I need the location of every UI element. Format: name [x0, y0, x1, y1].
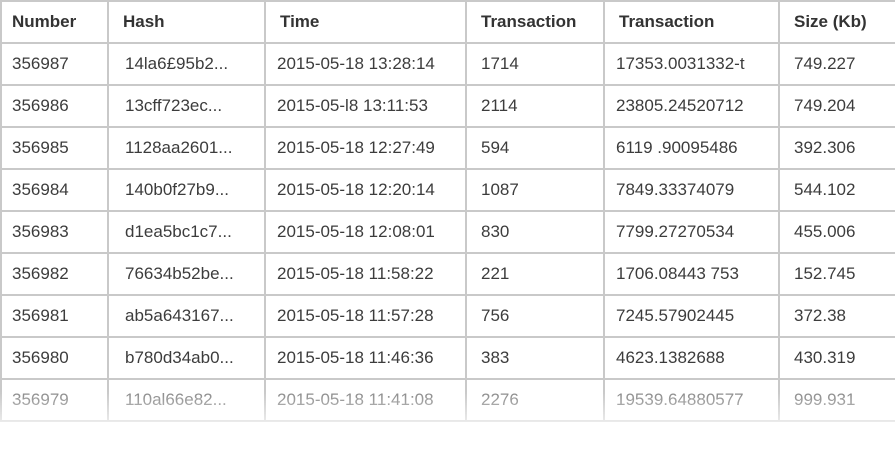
cell-number: 356980	[0, 336, 109, 380]
cell-hash[interactable]: 13cff723ec...	[107, 84, 266, 128]
cell-time: 2015-05-18 12:20:14	[264, 168, 467, 212]
cell-transaction-count: 383	[465, 336, 605, 380]
cell-transaction-count: 1714	[465, 42, 605, 86]
cell-transaction-volume: 7849.33374079	[603, 168, 780, 212]
cell-transaction-volume: 7799.27270534	[603, 210, 780, 254]
cell-transaction-volume: 6119 .90095486	[603, 126, 780, 170]
cell-size: 455.006	[778, 210, 895, 254]
table-row[interactable]: 356985 1128aa2601... 2015-05-18 12:27:49…	[0, 126, 895, 170]
cell-number: 356984	[0, 168, 109, 212]
column-header-transaction-count[interactable]: Transaction	[465, 0, 605, 44]
cell-size: 999.931	[778, 378, 895, 422]
header-row: Number Hash Time Transaction Transaction…	[0, 0, 895, 44]
cell-number: 356979	[0, 378, 109, 422]
table-row[interactable]: 356980 b780d34ab0... 2015-05-18 11:46:36…	[0, 336, 895, 380]
cell-transaction-count: 594	[465, 126, 605, 170]
cell-size: 152.745	[778, 252, 895, 296]
cell-size: 372.38	[778, 294, 895, 338]
cell-time: 2015-05-18 11:57:28	[264, 294, 467, 338]
cell-size: 430.319	[778, 336, 895, 380]
cell-transaction-count: 2114	[465, 84, 605, 128]
cell-time: 2015-05-18 11:46:36	[264, 336, 467, 380]
table-header: Number Hash Time Transaction Transaction…	[0, 0, 895, 44]
cell-transaction-volume: 23805.24520712	[603, 84, 780, 128]
cell-number: 356987	[0, 42, 109, 86]
cell-time: 2015-05-18 11:58:22	[264, 252, 467, 296]
cell-hash[interactable]: 76634b52be...	[107, 252, 266, 296]
cell-time: 2015-05-l8 13:11:53	[264, 84, 467, 128]
column-header-size[interactable]: Size (Kb)	[778, 0, 895, 44]
cell-hash[interactable]: 140b0f27b9...	[107, 168, 266, 212]
cell-time: 2015-05-18 12:08:01	[264, 210, 467, 254]
cell-number: 356982	[0, 252, 109, 296]
cell-hash[interactable]: 14la6£95b2...	[107, 42, 266, 86]
cell-transaction-count: 2276	[465, 378, 605, 422]
cell-transaction-volume: 1706.08443 753	[603, 252, 780, 296]
cell-time: 2015-05-18 11:41:08	[264, 378, 467, 422]
blocks-table: Number Hash Time Transaction Transaction…	[0, 0, 895, 422]
table-row[interactable]: 356986 13cff723ec... 2015-05-l8 13:11:53…	[0, 84, 895, 128]
cell-hash[interactable]: b780d34ab0...	[107, 336, 266, 380]
table-row[interactable]: 356984 140b0f27b9... 2015-05-18 12:20:14…	[0, 168, 895, 212]
table-row[interactable]: 356987 14la6£95b2... 2015-05-18 13:28:14…	[0, 42, 895, 86]
cell-transaction-count: 1087	[465, 168, 605, 212]
cell-hash[interactable]: 1128aa2601...	[107, 126, 266, 170]
cell-time: 2015-05-18 12:27:49	[264, 126, 467, 170]
table-row[interactable]: 356981 ab5a643167... 2015-05-18 11:57:28…	[0, 294, 895, 338]
column-header-hash[interactable]: Hash	[107, 0, 266, 44]
cell-size: 749.227	[778, 42, 895, 86]
column-header-number[interactable]: Number	[0, 0, 109, 44]
cell-hash[interactable]: d1ea5bc1c7...	[107, 210, 266, 254]
cell-size: 392.306	[778, 126, 895, 170]
cell-hash[interactable]: ab5a643167...	[107, 294, 266, 338]
cell-number: 356986	[0, 84, 109, 128]
cell-transaction-volume: 19539.64880577	[603, 378, 780, 422]
column-header-time[interactable]: Time	[264, 0, 467, 44]
cell-size: 749.204	[778, 84, 895, 128]
cell-number: 356983	[0, 210, 109, 254]
cell-transaction-count: 221	[465, 252, 605, 296]
cell-transaction-count: 830	[465, 210, 605, 254]
table-row[interactable]: 356983 d1ea5bc1c7... 2015-05-18 12:08:01…	[0, 210, 895, 254]
cell-hash[interactable]: 110al66e82...	[107, 378, 266, 422]
cell-transaction-volume: 7245.57902445	[603, 294, 780, 338]
cell-time: 2015-05-18 13:28:14	[264, 42, 467, 86]
column-header-transaction-volume[interactable]: Transaction	[603, 0, 780, 44]
cell-number: 356981	[0, 294, 109, 338]
cell-transaction-volume: 17353.0031332-t	[603, 42, 780, 86]
cell-size: 544.102	[778, 168, 895, 212]
table-body: 356987 14la6£95b2... 2015-05-18 13:28:14…	[0, 42, 895, 422]
table-row[interactable]: 356979 110al66e82... 2015-05-18 11:41:08…	[0, 378, 895, 422]
cell-number: 356985	[0, 126, 109, 170]
cell-transaction-volume: 4623.1382688	[603, 336, 780, 380]
table-row[interactable]: 356982 76634b52be... 2015-05-18 11:58:22…	[0, 252, 895, 296]
cell-transaction-count: 756	[465, 294, 605, 338]
